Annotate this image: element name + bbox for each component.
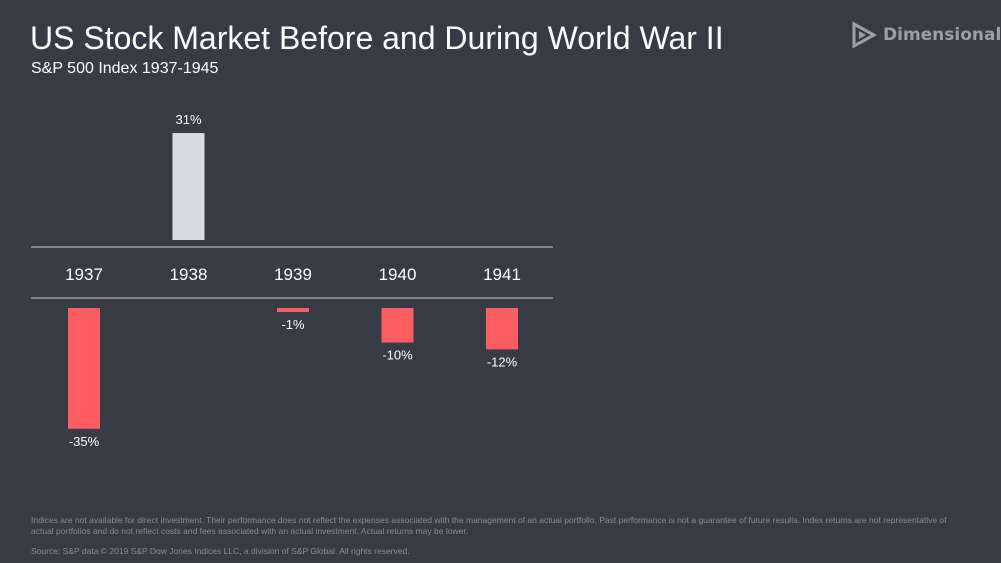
slide-title: US Stock Market Before and During World …	[30, 20, 724, 56]
bar-1938	[172, 133, 205, 240]
logo-wordmark: Dimensional	[883, 25, 1001, 45]
data-label: -1%	[281, 317, 305, 332]
slide-subtitle: S&P 500 Index 1937-1945	[31, 60, 219, 77]
bar-1939	[277, 308, 309, 312]
category-label: 1940	[379, 265, 417, 284]
category-label: 1941	[483, 265, 521, 284]
source-note: Source: S&P data © 2019 S&P Dow Jones In…	[31, 546, 410, 556]
data-label: -35%	[69, 434, 100, 449]
brand-logo: Dimensional	[851, 20, 1001, 50]
dimensional-logo-icon	[852, 21, 877, 49]
category-label: 1937	[65, 265, 103, 284]
data-label: -10%	[382, 348, 413, 363]
bar-1940	[381, 308, 414, 343]
bar-1941	[486, 308, 518, 350]
category-label: 1938	[170, 265, 208, 284]
category-label: 1939	[274, 265, 312, 284]
disclaimer-footnote: Indices are not available for direct inv…	[31, 515, 947, 536]
data-label: 31%	[175, 112, 201, 127]
bar-1937	[68, 308, 100, 429]
data-label: -12%	[487, 354, 518, 369]
